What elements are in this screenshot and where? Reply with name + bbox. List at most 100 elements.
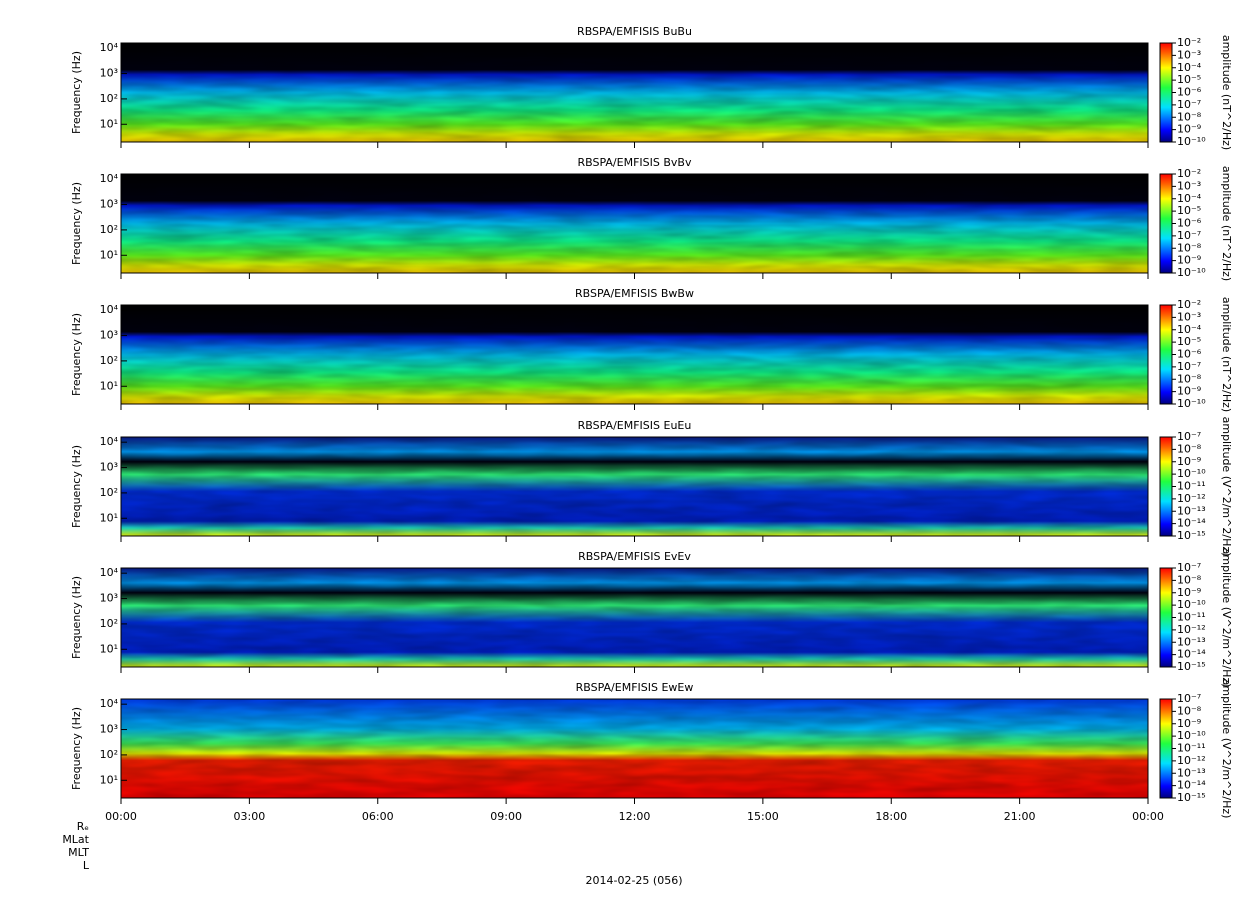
colorbar-tick-label: 10⁻¹⁰ — [1177, 397, 1206, 410]
y-tick-label: 10³ — [100, 592, 118, 605]
colorbar-label: amplitude (V^2/m^2/Hz) — [1220, 548, 1233, 688]
colorbar-label: amplitude (V^2/m^2/Hz) — [1220, 679, 1233, 819]
y-tick-label: 10⁴ — [100, 697, 119, 710]
y-axis-label: Frequency (Hz) — [70, 707, 83, 790]
colorbar-tick-label: 10⁻⁶ — [1177, 348, 1202, 361]
colorbar-tick-label: 10⁻¹⁵ — [1177, 791, 1206, 804]
colorbar-tick-label: 10⁻⁷ — [1177, 360, 1201, 373]
y-tick-label: 10² — [100, 486, 118, 499]
y-tick-label: 10² — [100, 748, 118, 761]
colorbar-tick-label: 10⁻¹⁰ — [1177, 467, 1206, 480]
y-tick-label: 10² — [100, 223, 118, 236]
y-tick-label: 10¹ — [100, 511, 118, 524]
x-tick-label: 12:00 — [619, 810, 651, 823]
y-tick-label: 10¹ — [100, 642, 118, 655]
colorbar — [1159, 436, 1173, 537]
spectrogram-texture — [121, 43, 1148, 142]
ephemeris-label: MLat — [62, 833, 89, 846]
spectrogram-texture — [121, 437, 1148, 536]
colorbar-tick-label: 10⁻⁵ — [1177, 335, 1201, 348]
y-axis-label: Frequency (Hz) — [70, 576, 83, 659]
colorbar — [1159, 42, 1173, 143]
colorbar-tick-label: 10⁻¹¹ — [1177, 611, 1206, 624]
colorbar-tick-label: 10⁻¹³ — [1177, 635, 1206, 648]
colorbar-tick-label: 10⁻¹³ — [1177, 504, 1206, 517]
colorbar-label: amplitude (V^2/m^2/Hz) — [1220, 417, 1233, 557]
colorbar-tick-label: 10⁻¹⁰ — [1177, 266, 1206, 279]
y-tick-label: 10⁴ — [100, 41, 119, 54]
y-tick-label: 10¹ — [100, 379, 118, 392]
colorbar-tick-label: 10⁻⁴ — [1177, 61, 1202, 74]
spectrogram-texture — [121, 305, 1148, 404]
colorbar-tick-label: 10⁻⁹ — [1177, 586, 1201, 599]
colorbar-tick-label: 10⁻⁸ — [1177, 704, 1202, 717]
y-tick-label: 10³ — [100, 198, 118, 211]
ephemeris-label: L — [83, 859, 90, 872]
y-tick-label: 10¹ — [100, 117, 118, 130]
colorbar-tick-label: 10⁻⁶ — [1177, 217, 1202, 230]
colorbar-label: amplitude (nT^2/Hz) — [1220, 35, 1233, 150]
colorbar-label: amplitude (nT^2/Hz) — [1220, 166, 1233, 281]
date-label: 2014-02-25 (056) — [585, 874, 682, 887]
colorbar-tick-label: 10⁻⁷ — [1177, 430, 1201, 443]
spectrogram-texture — [121, 699, 1148, 798]
colorbar-tick-label: 10⁻⁵ — [1177, 73, 1201, 86]
colorbar-tick-label: 10⁻¹² — [1177, 492, 1206, 505]
colorbar-tick-label: 10⁻¹⁵ — [1177, 529, 1206, 542]
ephemeris-label: MLT — [68, 846, 89, 859]
colorbar-label: amplitude (nT^2/Hz) — [1220, 297, 1233, 412]
y-axis-label: Frequency (Hz) — [70, 445, 83, 528]
y-tick-label: 10⁴ — [100, 566, 119, 579]
colorbar-tick-label: 10⁻⁹ — [1177, 123, 1201, 136]
y-tick-label: 10² — [100, 92, 118, 105]
colorbar-tick-label: 10⁻⁹ — [1177, 254, 1201, 267]
colorbar-tick-label: 10⁻⁵ — [1177, 204, 1201, 217]
colorbar-tick-label: 10⁻⁷ — [1177, 561, 1201, 574]
colorbar-tick-label: 10⁻² — [1177, 167, 1201, 180]
y-tick-label: 10⁴ — [100, 303, 119, 316]
y-tick-label: 10⁴ — [100, 435, 119, 448]
colorbar-tick-label: 10⁻⁹ — [1177, 455, 1201, 468]
colorbar-tick-label: 10⁻¹⁴ — [1177, 779, 1206, 792]
colorbar-tick-label: 10⁻⁸ — [1177, 442, 1202, 455]
colorbar-tick-label: 10⁻⁸ — [1177, 110, 1202, 123]
colorbar-tick-label: 10⁻⁸ — [1177, 241, 1202, 254]
colorbar — [1159, 698, 1173, 799]
panel-title: RBSPA/EMFISIS EvEv — [578, 550, 691, 563]
colorbar-tick-label: 10⁻² — [1177, 298, 1201, 311]
colorbar-tick-label: 10⁻¹² — [1177, 754, 1206, 767]
spectrogram-texture — [121, 568, 1148, 667]
colorbar-tick-label: 10⁻⁷ — [1177, 98, 1201, 111]
colorbar-tick-label: 10⁻⁴ — [1177, 323, 1202, 336]
panel-title: RBSPA/EMFISIS EwEw — [576, 681, 694, 694]
colorbar-tick-label: 10⁻¹⁴ — [1177, 517, 1206, 530]
y-tick-label: 10³ — [100, 67, 118, 80]
colorbar — [1159, 173, 1173, 274]
colorbar-tick-label: 10⁻⁸ — [1177, 372, 1202, 385]
y-tick-label: 10² — [100, 354, 118, 367]
x-tick-label: 00:00 — [105, 810, 137, 823]
spectrogram-texture — [121, 174, 1148, 273]
colorbar — [1159, 304, 1173, 405]
y-tick-label: 10³ — [100, 723, 118, 736]
colorbar-tick-label: 10⁻³ — [1177, 310, 1201, 323]
y-tick-label: 10⁴ — [100, 172, 119, 185]
colorbar-tick-label: 10⁻¹³ — [1177, 766, 1206, 779]
colorbar-tick-label: 10⁻⁶ — [1177, 86, 1202, 99]
colorbar-tick-label: 10⁻³ — [1177, 179, 1201, 192]
panel-title: RBSPA/EMFISIS EuEu — [578, 419, 692, 432]
colorbar-tick-label: 10⁻¹⁰ — [1177, 135, 1206, 148]
colorbar-tick-label: 10⁻⁷ — [1177, 692, 1201, 705]
colorbar-tick-label: 10⁻⁹ — [1177, 717, 1201, 730]
colorbar-tick-label: 10⁻⁴ — [1177, 192, 1202, 205]
y-tick-label: 10¹ — [100, 773, 118, 786]
y-tick-label: 10³ — [100, 461, 118, 474]
colorbar-tick-label: 10⁻¹¹ — [1177, 742, 1206, 755]
colorbar-tick-label: 10⁻³ — [1177, 48, 1201, 61]
colorbar-tick-label: 10⁻⁸ — [1177, 573, 1202, 586]
y-axis-label: Frequency (Hz) — [70, 51, 83, 134]
x-tick-label: 15:00 — [747, 810, 779, 823]
colorbar-tick-label: 10⁻¹⁴ — [1177, 648, 1206, 661]
ephemeris-label: Rₑ — [77, 820, 89, 833]
